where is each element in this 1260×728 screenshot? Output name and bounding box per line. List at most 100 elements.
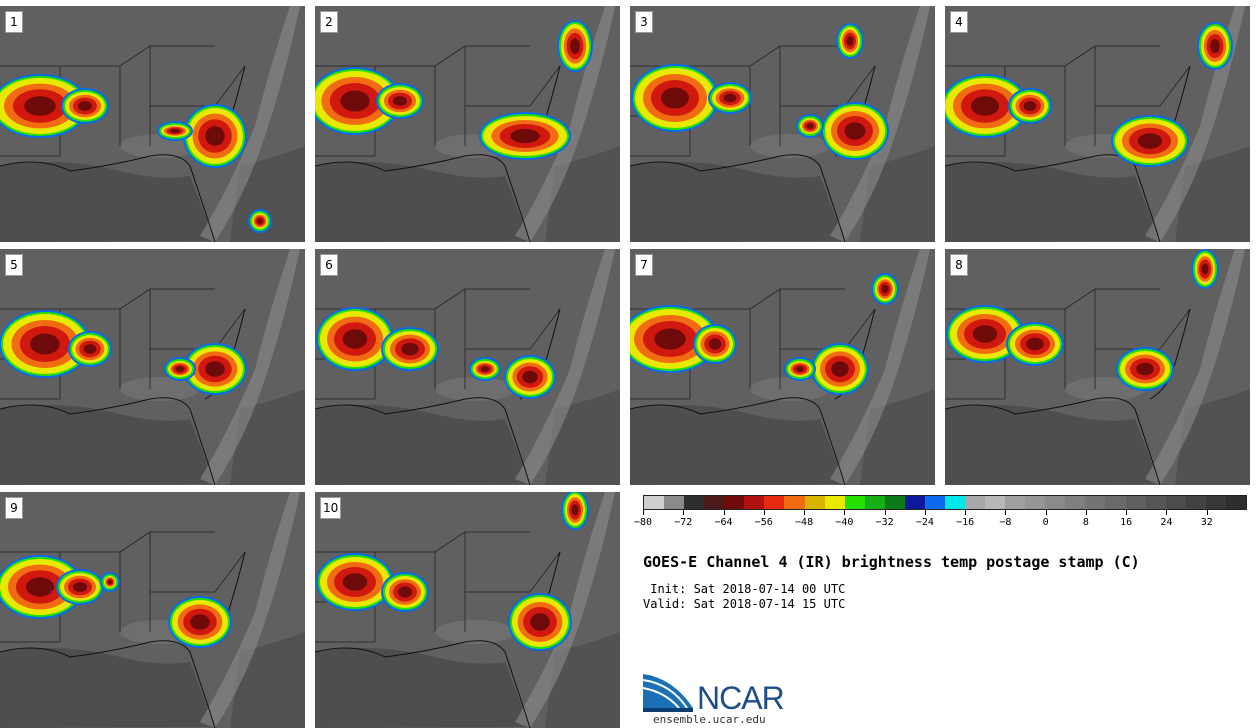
colorbar-segment (1105, 496, 1126, 509)
storm-cluster (316, 307, 394, 371)
storm-cluster (946, 305, 1024, 363)
colorbar-segment (784, 496, 805, 509)
colorbar-segment (844, 496, 865, 509)
colorbar (643, 495, 1247, 510)
colorbar-ticks: −80 −72 −64 −56 −48 −40 −32 −24 −16 −8 0 8 16 24 32 (634, 510, 1247, 534)
colorbar-segment (904, 496, 925, 509)
colorbar-tick-label: 32 (1200, 517, 1213, 528)
colorbar-segment (1085, 496, 1106, 509)
cloud-band (830, 6, 930, 242)
colorbar-tick (1126, 510, 1128, 515)
colorbar-segment (1125, 496, 1146, 509)
satellite-map (315, 6, 620, 242)
colorbar-segment (1065, 496, 1086, 509)
storm-cluster (508, 593, 572, 651)
storm-cluster (248, 209, 272, 233)
postage-stamp-panel-2: 2 (315, 6, 620, 242)
storm-cluster (811, 343, 869, 395)
storm-cluster (183, 343, 247, 395)
colorbar-tick (723, 510, 725, 515)
colorbar-segment (864, 496, 885, 509)
storm-cluster (183, 104, 247, 168)
cloud-patch (750, 377, 830, 401)
colorbar-segment (704, 496, 725, 509)
cloud-patch (750, 134, 830, 158)
storm-cluster (157, 121, 193, 141)
storm-cluster (376, 83, 424, 119)
colorbar-segment (884, 496, 905, 509)
colorbar-tick-label: −48 (795, 517, 814, 528)
storm-cluster (61, 88, 109, 124)
storm-cluster (168, 596, 232, 648)
page-title: GOES-E Channel 4 (IR) brightness temp po… (643, 553, 1140, 571)
storm-cluster (68, 331, 112, 367)
colorbar-tick-label: −16 (956, 517, 975, 528)
colorbar-tick (844, 510, 846, 515)
storm-cluster (1197, 22, 1233, 70)
satellite-map (0, 6, 305, 242)
storm-cluster (479, 112, 571, 160)
storm-cluster (693, 324, 737, 364)
logo-url: ensemble.ucar.edu (653, 713, 766, 726)
cloud-band (830, 249, 930, 485)
colorbar-tick (1085, 510, 1087, 515)
colorbar-segment (1205, 496, 1226, 509)
colorbar-segment (944, 496, 965, 509)
colorbar-tick-label: −56 (754, 517, 773, 528)
colorbar-segment (664, 496, 685, 509)
colorbar-tick-label: −8 (999, 517, 1012, 528)
postage-stamp-panel-7: 7 (630, 249, 935, 485)
colorbar-tick (965, 510, 967, 515)
colorbar-tick (1166, 510, 1168, 515)
cloud-patch (435, 620, 515, 644)
postage-stamp-panel-10: 10 (315, 492, 620, 728)
satellite-map (315, 249, 620, 485)
storm-cluster (1111, 115, 1189, 167)
colorbar-segment (644, 496, 665, 509)
colorbar-tick-label: 24 (1160, 517, 1173, 528)
storm-cluster (381, 327, 439, 371)
panel-label: 9 (5, 497, 23, 519)
colorbar-segment (1185, 496, 1206, 509)
colorbar-tick-label: −64 (714, 517, 733, 528)
colorbar-tick-label: 0 (1042, 517, 1049, 528)
colorbar-segment (1045, 496, 1066, 509)
gulf-region (0, 405, 215, 485)
cloud-band (1145, 249, 1245, 485)
storm-cluster (0, 74, 89, 138)
colorbar-segment (824, 496, 845, 509)
storm-cluster (631, 64, 719, 132)
colorbar-tick (1206, 510, 1208, 515)
colorbar-tick (763, 510, 765, 515)
cloud-patch (435, 377, 515, 401)
colorbar-tick (643, 510, 644, 515)
colorbar-tick (924, 510, 926, 515)
storm-cluster (100, 572, 120, 592)
panel-label: 5 (5, 254, 23, 276)
satellite-map (945, 6, 1250, 242)
satellite-map (630, 6, 935, 242)
colorbar-tick (683, 510, 685, 515)
colorbar-tick-label: −24 (915, 517, 934, 528)
storm-cluster (0, 555, 84, 619)
storm-cluster (469, 357, 501, 381)
colorbar-segment (764, 496, 785, 509)
postage-stamp-panel-9: 9 (0, 492, 305, 728)
colorbar-segment (1025, 496, 1046, 509)
storm-cluster (796, 114, 824, 138)
colorbar-segment (1005, 496, 1026, 509)
postage-stamp-panel-5: 5 (0, 249, 305, 485)
colorbar-tick-label: −72 (674, 517, 693, 528)
colorbar-tick (884, 510, 886, 515)
storm-cluster (871, 273, 899, 305)
colorbar-tick-label: 16 (1120, 517, 1133, 528)
storm-cluster (945, 74, 1029, 138)
gulf-region (945, 162, 1160, 242)
storm-cluster (708, 82, 752, 114)
panel-label: 6 (320, 254, 338, 276)
cloud-band (200, 6, 300, 242)
init-time: Init: Sat 2018-07-14 00 UTC (643, 582, 846, 596)
storm-cluster (381, 572, 429, 612)
storm-cluster (164, 357, 196, 381)
cloud-band (515, 6, 615, 242)
